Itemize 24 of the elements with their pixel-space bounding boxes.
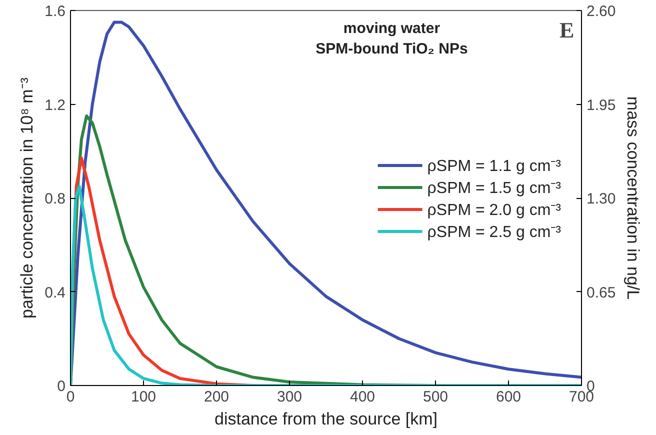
y2-tick-label: 2.60 [586,3,616,20]
y-tick-label: 0 [57,378,66,395]
y-axis-title: particle concentration in 10⁸ m⁻³ [18,77,37,318]
x-tick-label: 200 [204,388,230,406]
y2-axis-title: mass concentration in ng/L [624,96,643,300]
x-tick-label: 400 [350,388,376,406]
x-tick-label: 500 [422,388,448,406]
y-tick-label: 0.4 [44,284,66,302]
x-tick-label: 100 [130,388,156,406]
legend-label: ρSPM = 2.5 g cm⁻³ [427,222,561,242]
legend-label: ρSPM = 1.1 g cm⁻³ [427,156,561,176]
x-tick-label: 600 [496,388,522,406]
legend-label: ρSPM = 2.0 g cm⁻³ [427,200,561,220]
text: moving water SPM-bound TiO₂ NPs [316,20,468,58]
y2-tick-label: 1.95 [586,96,616,114]
y-tick-label: 0.8 [44,190,66,208]
y-tick-label: 1.6 [44,3,66,20]
y-tick-label: 1.2 [44,96,66,114]
legend-label: ρSPM = 1.5 g cm⁻³ [427,178,561,198]
x-tick-label: 300 [276,388,302,406]
x-axis-title: distance from the source [km] [214,410,438,428]
y2-tick-label: 1.30 [586,190,616,208]
annotation: E [560,18,574,43]
y2-tick-label: 0.65 [586,284,616,302]
